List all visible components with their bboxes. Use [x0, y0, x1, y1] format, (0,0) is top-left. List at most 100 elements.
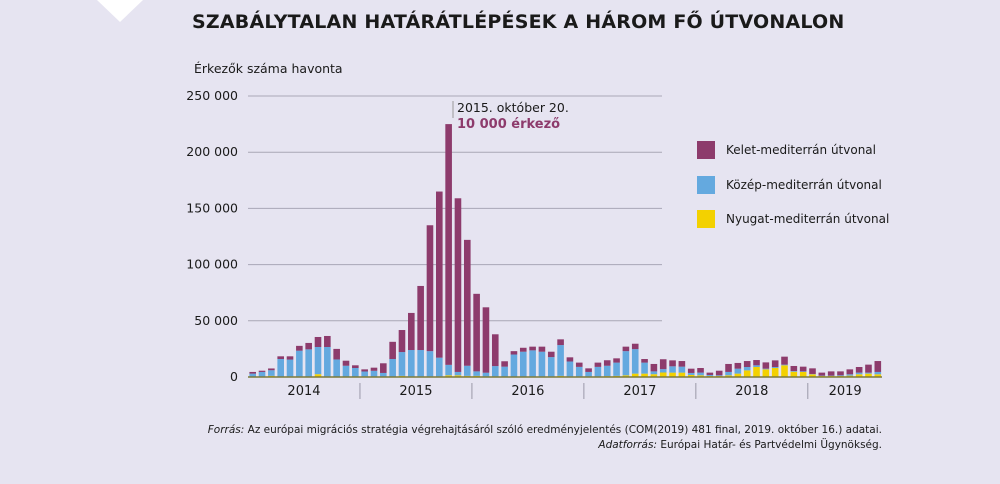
bar-east — [286, 356, 294, 360]
bar-central — [324, 346, 331, 377]
bar-east — [585, 368, 592, 372]
bar-east — [566, 357, 574, 362]
bar-central — [398, 352, 406, 376]
bar-central — [454, 371, 462, 376]
bar-east — [249, 371, 256, 374]
bar-central — [687, 372, 695, 375]
bar-east — [491, 334, 499, 367]
source-label: Forrás: — [207, 424, 245, 436]
data-source-text: Európai Határ- és Partvédelmi Ügynökség. — [657, 439, 882, 451]
x-tick-label: 2014 — [287, 384, 320, 399]
bar-central — [753, 365, 760, 367]
bar-east — [678, 361, 686, 367]
x-tick-label: 2017 — [623, 384, 656, 399]
bar-west — [790, 371, 798, 377]
bar-west — [743, 370, 751, 377]
bar-east — [519, 347, 527, 352]
bar-east — [510, 351, 518, 355]
bar-central — [594, 366, 602, 377]
bar-west — [865, 373, 872, 377]
bar-central — [538, 351, 546, 377]
annotation-date: 2015. október 20. — [457, 100, 569, 115]
bar-central — [482, 372, 490, 377]
bar-east — [436, 191, 443, 358]
x-tick-label: 2018 — [735, 384, 768, 399]
bar-west — [771, 368, 779, 377]
bar-west — [659, 372, 667, 377]
bar-west — [454, 375, 462, 377]
bar-central — [622, 351, 630, 376]
bar-central — [342, 365, 350, 377]
legend-item-west: Nyugat-mediterrán útvonal — [697, 210, 889, 228]
bar-west — [314, 374, 322, 377]
bar-central — [799, 371, 807, 372]
bar-east — [837, 371, 844, 376]
bar-west — [855, 374, 863, 377]
bar-west — [650, 374, 658, 377]
data-source-label: Adatforrás: — [598, 439, 657, 451]
bar-east — [324, 335, 331, 347]
bar-east — [389, 341, 396, 360]
bar-central — [370, 370, 378, 377]
bar-west — [687, 374, 695, 377]
bar-east — [706, 372, 714, 375]
bar-central — [641, 362, 648, 374]
x-tick-label: 2015 — [399, 384, 432, 399]
bar-central — [715, 375, 723, 376]
bar-central — [762, 368, 770, 370]
bar-central — [678, 366, 686, 373]
bar-east — [352, 365, 359, 369]
bar-central — [771, 366, 779, 369]
bar-central — [575, 366, 583, 377]
bar-east — [603, 360, 611, 366]
bar-east — [277, 356, 284, 360]
bar-central — [566, 361, 574, 377]
bar-east — [454, 198, 462, 372]
bar-central — [529, 350, 536, 377]
bar-east — [809, 368, 816, 374]
bar-west — [734, 373, 742, 377]
bar-central — [268, 370, 275, 376]
bar-east — [631, 343, 639, 350]
bar-east — [781, 356, 788, 365]
bar-central — [706, 374, 714, 376]
bar-east — [827, 371, 835, 376]
bar-east — [538, 346, 546, 352]
bar-central — [734, 368, 742, 374]
bar-east — [258, 370, 266, 372]
bar-central — [781, 364, 788, 366]
bar-west — [725, 375, 732, 377]
bar-east — [557, 339, 564, 346]
annotation-value: 10 000 érkező — [457, 117, 560, 132]
bar-central — [547, 357, 555, 377]
bar-east — [846, 369, 854, 375]
chart-title: SZABÁLYTALAN HATÁRÁTLÉPÉSEK A HÁROM FŐ Ú… — [192, 11, 845, 33]
y-tick-label: 100 000 — [186, 257, 238, 272]
bar-east — [762, 362, 770, 369]
bar-central — [519, 351, 527, 377]
bar-east — [734, 362, 742, 369]
bar-west — [622, 375, 630, 377]
bar-east — [613, 358, 620, 363]
bar-central — [417, 350, 424, 377]
bar-east — [659, 359, 667, 370]
bar-central — [874, 371, 882, 375]
y-tick-label: 200 000 — [186, 144, 238, 159]
bar-east — [865, 364, 872, 373]
bar-east — [594, 362, 602, 367]
bar-central — [305, 349, 312, 377]
bar-central — [613, 362, 620, 376]
bar-central — [389, 359, 396, 377]
bar-east — [296, 345, 303, 351]
bar-central — [631, 349, 639, 374]
bar-central — [669, 366, 676, 373]
bar-east — [818, 372, 826, 376]
bar-east — [473, 293, 480, 372]
bar-east — [641, 359, 648, 363]
bar-west — [445, 375, 452, 377]
legend-label-west: Nyugat-mediterrán útvonal — [726, 212, 890, 226]
source-text: Az európai migrációs stratégia végrehajt… — [244, 424, 882, 436]
bar-east — [650, 363, 658, 372]
bar-east — [361, 369, 368, 372]
bar-central — [296, 350, 303, 377]
